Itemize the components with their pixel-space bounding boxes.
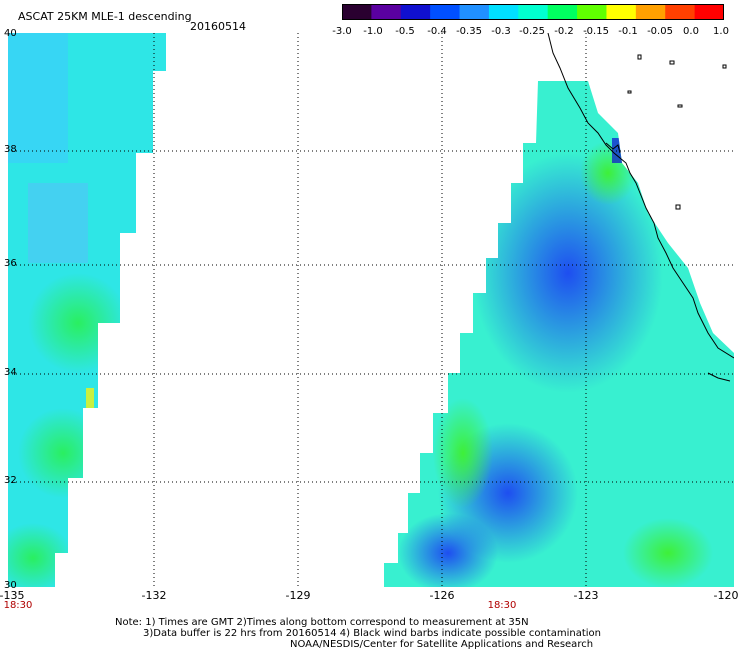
map-canvas xyxy=(8,33,734,587)
colorbar xyxy=(342,4,724,20)
note-line-3: NOAA/NESDIS/Center for Satellite Applica… xyxy=(290,639,594,650)
colorbar-segment xyxy=(342,4,372,20)
lon-label: -126 xyxy=(429,589,455,602)
lat-label: 32 xyxy=(4,475,17,486)
colorbar-tick-label: -0.2 xyxy=(554,26,574,37)
map-date: 20160514 xyxy=(190,20,246,33)
lon-label: -132 xyxy=(141,589,167,602)
west-swath xyxy=(8,33,166,587)
east-swath xyxy=(384,81,734,587)
colorbar-tick-label: -0.4 xyxy=(427,26,447,37)
colorbar-tick-label: -0.35 xyxy=(456,26,482,37)
colorbar-tick-label: 0.0 xyxy=(683,26,699,37)
lon-label: -129 xyxy=(285,589,311,602)
lat-label: 34 xyxy=(4,367,17,378)
colorbar-segment xyxy=(577,4,607,20)
colorbar-segment xyxy=(665,4,696,20)
colorbar-labels: -3.0 -1.0 -0.5 -0.4 -0.35 -0.3 -0.25 -0.… xyxy=(330,26,730,40)
lat-label: 40 xyxy=(4,28,17,39)
colorbar-segment xyxy=(518,4,549,20)
lon-label: -120 xyxy=(713,589,739,602)
map-title: ASCAT 25KM MLE-1 descending xyxy=(18,10,192,23)
note-line-2: 3)Data buffer is 22 hrs from 20160514 4)… xyxy=(143,628,601,639)
colorbar-tick-label: -0.05 xyxy=(647,26,673,37)
colorbar-segment xyxy=(694,4,724,20)
colorbar-segment xyxy=(400,4,431,20)
colorbar-segment xyxy=(635,4,666,20)
colorbar-segment xyxy=(488,4,519,20)
islands xyxy=(627,54,727,210)
lon-label: -135 xyxy=(0,589,25,602)
colorbar-tick-label: -0.1 xyxy=(618,26,638,37)
lat-label: 30 xyxy=(4,580,17,591)
colorbar-tick-label: 1.0 xyxy=(713,26,729,37)
colorbar-segment xyxy=(371,4,402,20)
colorbar-tick-label: -1.0 xyxy=(363,26,383,37)
colorbar-tick-label: -0.5 xyxy=(395,26,415,37)
time-label: 18:30 xyxy=(487,600,517,611)
colorbar-tick-label: -3.0 xyxy=(332,26,352,37)
colorbar-segment xyxy=(459,4,490,20)
coastline xyxy=(547,33,734,382)
lat-label: 36 xyxy=(4,258,17,269)
note-line-1: Note: 1) Times are GMT 2)Times along bot… xyxy=(115,617,529,628)
colorbar-segment xyxy=(606,4,637,20)
colorbar-tick-label: -0.3 xyxy=(491,26,511,37)
colorbar-segment xyxy=(547,4,578,20)
lat-label: 38 xyxy=(4,144,17,155)
time-label: 18:30 xyxy=(3,600,33,611)
colorbar-tick-label: -0.15 xyxy=(583,26,609,37)
lon-label: -123 xyxy=(573,589,599,602)
graticule xyxy=(8,33,734,587)
colorbar-tick-label: -0.25 xyxy=(519,26,545,37)
colorbar-segment xyxy=(430,4,461,20)
